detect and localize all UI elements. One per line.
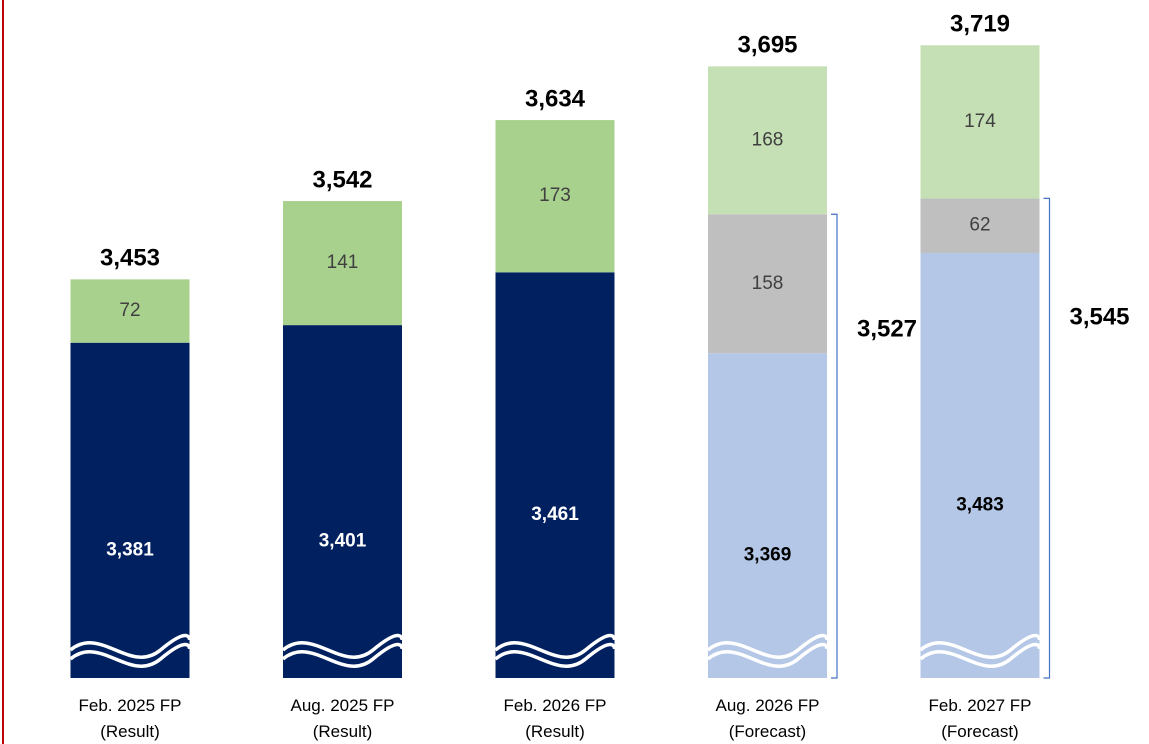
bar-segment (495, 120, 615, 273)
segment-label: 3,381 (106, 539, 154, 560)
x-tick-label-line: Feb. 2025 FP (78, 696, 181, 715)
bar-segment (495, 272, 615, 678)
bar-segment (283, 201, 402, 326)
axis-break (494, 642, 617, 668)
segment-label: 72 (119, 300, 140, 321)
x-tick-label-line: (Result) (100, 722, 160, 741)
total-label: 3,453 (100, 245, 160, 272)
axis-break (281, 642, 404, 668)
bar-segment (708, 214, 827, 354)
x-tick-label: Aug. 2026 FP (Forecast) (716, 696, 820, 741)
axis-break (281, 633, 404, 659)
total-label: 3,719 (950, 11, 1010, 38)
segment-label: 3,369 (744, 545, 792, 566)
bar-segment (920, 198, 1040, 253)
x-tick-label-line: (Forecast) (729, 722, 806, 741)
x-tick-label: Feb. 2026 FP (Result) (503, 696, 606, 741)
bar-segment (283, 325, 402, 678)
x-tick-label-line: Aug. 2025 FP (291, 696, 395, 715)
bracket (831, 213, 838, 679)
segment-label: 158 (752, 273, 784, 294)
bracket-label: 3,527 (857, 316, 917, 343)
bracket-label-bg (841, 313, 935, 348)
bar-segment (920, 252, 1040, 678)
bar-segment (708, 353, 827, 678)
bar-segment (70, 279, 190, 343)
total-label: 3,695 (737, 32, 797, 59)
segment-label: 141 (327, 252, 359, 273)
segment-label: 3,461 (531, 504, 579, 525)
x-tick-label-line: (Forecast) (941, 722, 1018, 741)
x-tick-label: Aug. 2025 FP (Result) (291, 696, 395, 741)
axis-break (494, 633, 617, 659)
x-tick-label-line: (Result) (313, 722, 373, 741)
bracket (1043, 197, 1051, 679)
segment-label: 174 (964, 111, 996, 132)
bar-segment (920, 45, 1040, 199)
bracket-label: 3,545 (1069, 304, 1129, 331)
segment-label: 3,483 (956, 494, 1004, 515)
bar-segment (70, 342, 190, 678)
total-label: 3,634 (525, 85, 586, 112)
axis-break (919, 633, 1042, 659)
axis-break (69, 642, 192, 668)
x-tick-label: Feb. 2025 FP (Result) (78, 696, 181, 741)
x-tick-label: Feb. 2027 FP (Forecast) (928, 696, 1031, 741)
axis-break (706, 642, 829, 668)
segment-label: 168 (752, 129, 784, 150)
segment-label: 173 (539, 185, 571, 206)
total-label: 3,542 (312, 166, 372, 193)
bar-segment (708, 66, 827, 215)
axis-break (69, 633, 192, 659)
x-tick-label-line: Feb. 2027 FP (928, 696, 1031, 715)
x-tick-label-line: Feb. 2026 FP (503, 696, 606, 715)
x-tick-label-line: Aug. 2026 FP (716, 696, 820, 715)
bracket-label-bg (1053, 301, 1148, 336)
axis-break (919, 642, 1042, 668)
segment-label: 62 (969, 215, 990, 236)
x-tick-label-line: (Result) (525, 722, 585, 741)
axis-break (706, 633, 829, 659)
segment-label: 3,401 (319, 531, 367, 552)
